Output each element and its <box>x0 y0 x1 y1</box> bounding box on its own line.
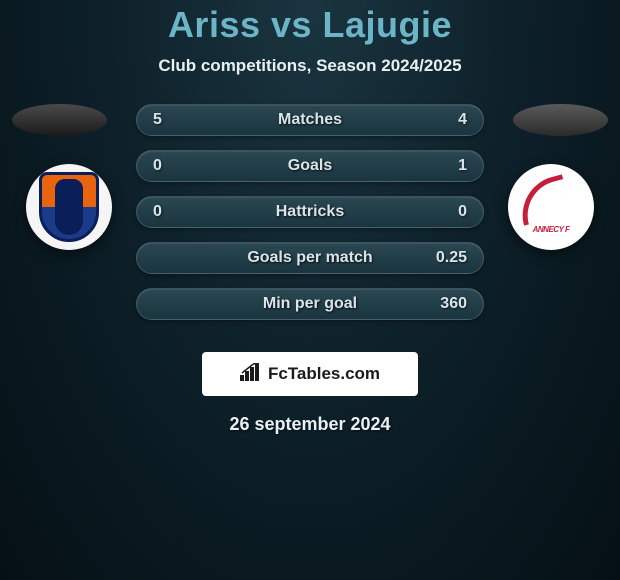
stat-label: Goals per match <box>137 249 483 267</box>
annecy-logo-icon: ANNECY F <box>516 172 586 242</box>
stat-label: Matches <box>137 111 483 129</box>
stat-label: Goals <box>137 157 483 175</box>
bar-chart-icon <box>240 363 262 386</box>
annecy-text: ANNECY F <box>516 225 586 234</box>
brand-text: FcTables.com <box>268 364 380 384</box>
stat-row-matches: 5 Matches 4 <box>136 104 484 136</box>
stat-row-gpm: Goals per match 0.25 <box>136 242 484 274</box>
footer-date: 26 september 2024 <box>0 414 620 435</box>
right-club-logo: ANNECY F <box>508 164 594 250</box>
right-player-ellipse <box>513 104 608 136</box>
stat-row-mpg: Min per goal 360 <box>136 288 484 320</box>
stat-row-goals: 0 Goals 1 <box>136 150 484 182</box>
page-subtitle: Club competitions, Season 2024/2025 <box>0 56 620 76</box>
stat-label: Min per goal <box>137 295 483 313</box>
stats-area: ANNECY F 5 Matches 4 0 Goals 1 0 Hattric… <box>0 104 620 344</box>
stat-label: Hattricks <box>137 203 483 221</box>
shield-icon <box>39 172 99 242</box>
stats-rows: 5 Matches 4 0 Goals 1 0 Hattricks 0 Goal… <box>136 104 484 334</box>
swoosh-icon <box>514 174 573 226</box>
left-player-ellipse <box>12 104 107 136</box>
main-container: Ariss vs Lajugie Club competitions, Seas… <box>0 0 620 435</box>
left-club-logo <box>26 164 112 250</box>
page-title: Ariss vs Lajugie <box>0 4 620 46</box>
stat-row-hattricks: 0 Hattricks 0 <box>136 196 484 228</box>
brand-link[interactable]: FcTables.com <box>202 352 418 396</box>
